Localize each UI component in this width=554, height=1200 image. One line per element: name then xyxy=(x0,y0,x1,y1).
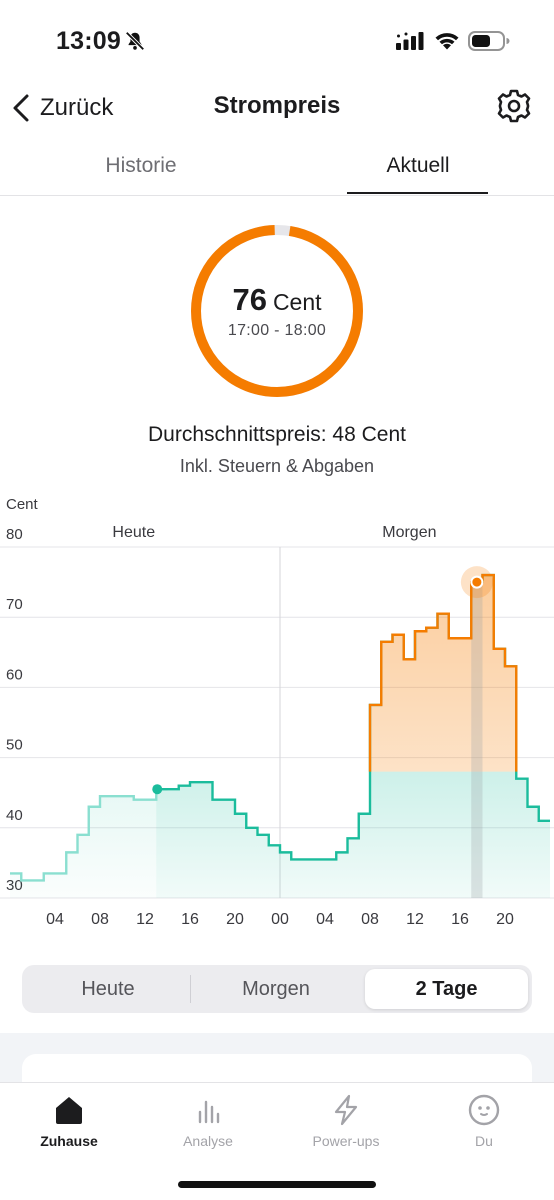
home-icon xyxy=(56,1097,82,1124)
x-tick-label: 04 xyxy=(316,911,334,928)
battery-icon xyxy=(468,31,510,51)
x-tick-label: 12 xyxy=(406,911,424,928)
selected-hour-marker xyxy=(472,577,482,587)
status-bar: 13:09 xyxy=(0,0,554,80)
tabbar-item-analyse[interactable]: Analyse xyxy=(148,1093,268,1149)
back-label: Zurück xyxy=(40,94,114,121)
x-tick-label: 12 xyxy=(136,911,154,928)
tabbar-label: Zuhause xyxy=(40,1133,98,1149)
gauge-arc xyxy=(191,225,363,397)
tabbar-label: Analyse xyxy=(183,1133,233,1149)
low-price-area-fill xyxy=(156,771,550,898)
current-price: 76 Cent xyxy=(186,282,368,318)
current-hour-marker xyxy=(152,784,163,795)
home-indicator xyxy=(178,1181,376,1188)
gauge-ring xyxy=(191,225,363,397)
x-tick-label: 20 xyxy=(226,911,244,928)
range-option-heute[interactable]: Heute xyxy=(81,978,135,1000)
future-price-line-high xyxy=(368,573,518,772)
range-selector: Heute Morgen 2 Tage xyxy=(22,965,532,1013)
tab-aktuell[interactable]: Aktuell xyxy=(386,154,450,177)
current-price-value: 76 xyxy=(232,282,267,317)
selected-hour-band xyxy=(471,582,483,898)
segment-tabs: Historie Aktuell xyxy=(0,144,554,196)
price-chart[interactable]: Cent 807060504030HeuteMorgen040812162000… xyxy=(0,490,554,940)
tabbar-label: Du xyxy=(475,1133,493,1149)
tabbar-item-power-ups[interactable]: Power-ups xyxy=(286,1093,406,1149)
bottom-tab-bar: Zuhause Analyse Power-ups Du xyxy=(0,1082,554,1200)
average-price-subtitle: Inkl. Steuern & Abgaben xyxy=(179,456,375,476)
y-tick-label: 70 xyxy=(6,596,23,613)
range-option-morgen[interactable]: Morgen xyxy=(242,978,310,1000)
y-tick-label: 40 xyxy=(6,807,23,824)
tabbar-item-zuhause[interactable]: Zuhause xyxy=(9,1093,129,1149)
x-tick-label: 20 xyxy=(496,911,514,928)
x-tick-label: 08 xyxy=(91,911,109,928)
back-button[interactable]: Zurück xyxy=(10,88,113,128)
past-area-fill xyxy=(10,796,157,898)
settings-button[interactable] xyxy=(494,86,534,126)
tabbar-item-du[interactable]: Du xyxy=(424,1093,544,1149)
signal-icon xyxy=(396,32,424,50)
x-tick-label: 04 xyxy=(46,911,64,928)
range-divider xyxy=(190,975,191,1003)
x-tick-label: 16 xyxy=(451,911,469,928)
wifi-icon xyxy=(435,33,459,50)
high-price-area-fill xyxy=(156,575,550,772)
y-tick-label: 60 xyxy=(6,666,23,683)
x-tick-label: 16 xyxy=(181,911,199,928)
bolt-icon xyxy=(334,1094,358,1126)
bar-chart-icon xyxy=(198,1100,220,1124)
day-label-morgen: Morgen xyxy=(382,524,436,541)
chevron-left-icon xyxy=(13,94,29,122)
price-gauge: 76 Cent 17:00 - 18:00 xyxy=(186,220,368,402)
tabbar-label: Power-ups xyxy=(312,1133,380,1149)
face-icon xyxy=(468,1094,500,1126)
x-tick-label: 00 xyxy=(271,911,289,928)
current-time-range: 17:00 - 18:00 xyxy=(227,322,327,339)
day-label-heute: Heute xyxy=(112,524,155,541)
past-price-line xyxy=(10,787,168,882)
status-time: 13:09 xyxy=(56,27,121,55)
active-tab-indicator xyxy=(347,192,488,194)
average-price: Durchschnittspreis: 48 Cent xyxy=(148,423,406,446)
x-tick-label: 08 xyxy=(361,911,379,928)
y-tick-label: 80 xyxy=(6,526,23,543)
gear-icon xyxy=(497,89,531,123)
chart-y-axis-label: Cent xyxy=(6,496,39,513)
range-option-2-tage[interactable]: 2 Tage xyxy=(365,969,528,1009)
bell-off-icon xyxy=(125,31,145,51)
y-tick-label: 50 xyxy=(6,737,23,754)
page-title: Strompreis xyxy=(213,92,341,119)
tab-historie[interactable]: Historie xyxy=(105,154,177,177)
current-price-unit: Cent xyxy=(272,289,322,315)
